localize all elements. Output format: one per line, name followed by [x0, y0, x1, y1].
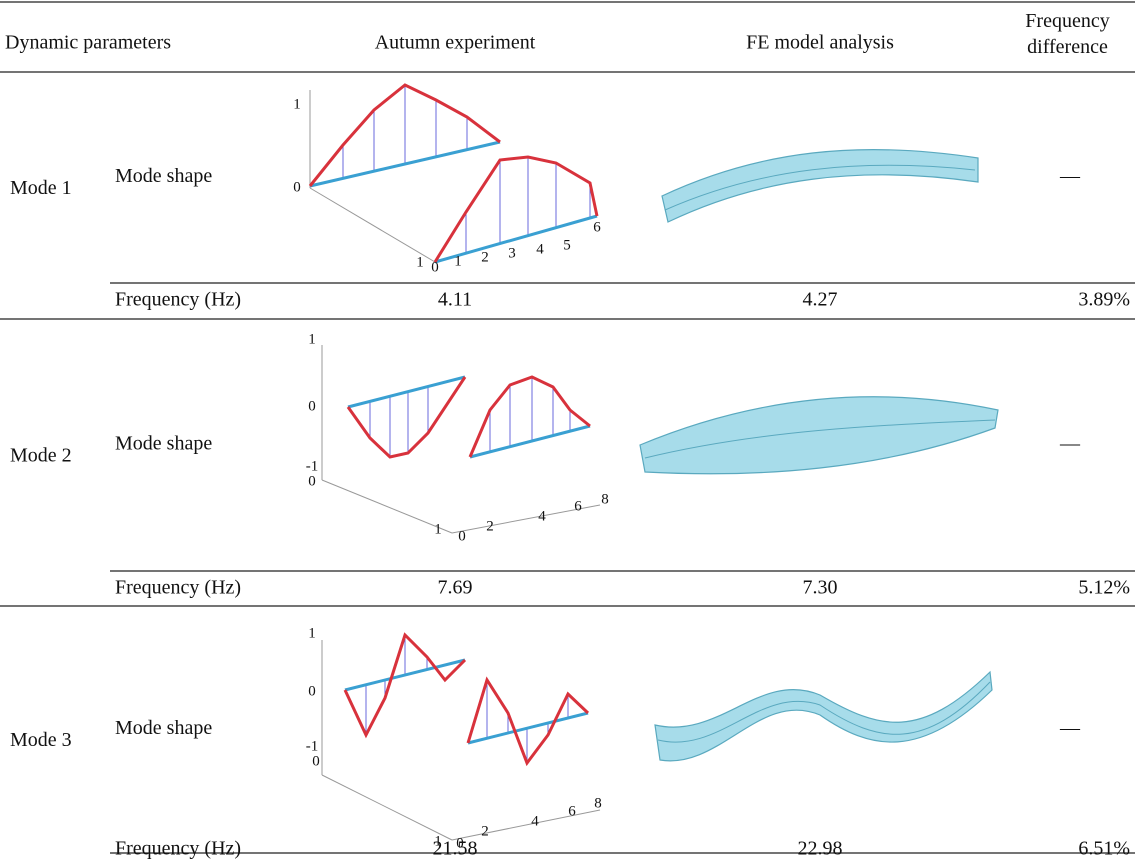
cell: 22.98 — [798, 838, 843, 860]
plot-tick-label: 1 — [454, 253, 462, 269]
plot-tick-label: 6 — [568, 803, 576, 819]
column-header: FE model analysis — [746, 32, 894, 54]
plot-tick-label: 4 — [536, 241, 544, 257]
plot-tick-label: 0 — [431, 259, 439, 275]
plot-tick-label: 1 — [293, 96, 301, 112]
plot-tick-label: 0 — [308, 398, 316, 414]
mode-shape-plot — [322, 345, 600, 533]
plot-tick-label: -1 — [306, 458, 319, 474]
cell: 6.51% — [1078, 838, 1130, 860]
plot-tick-label: 2 — [481, 249, 489, 265]
plot-tick-label: 1 — [308, 625, 316, 641]
plot-tick-label: 3 — [508, 245, 516, 261]
plot-tick-label: 6 — [593, 219, 601, 235]
cell: 7.69 — [438, 577, 473, 599]
row-label: Frequency (Hz) — [115, 838, 241, 860]
mode-label: Mode 1 — [10, 177, 72, 199]
plot-tick-label: 6 — [574, 498, 582, 514]
column-header: Dynamic parameters — [5, 32, 171, 54]
cell: — — [1059, 165, 1081, 187]
cell: 4.27 — [803, 289, 838, 311]
plot-tick-label: 0 — [312, 753, 320, 769]
fe-model-image — [640, 397, 998, 474]
mode-label: Mode 3 — [10, 729, 72, 751]
page: Dynamic parameters Autumn experiment FE … — [0, 0, 1135, 866]
mode-shape-plot — [310, 85, 597, 262]
row-label: Mode shape — [115, 433, 212, 455]
column-header-wrap: Frequency difference — [1000, 8, 1135, 70]
plot-tick-label: 2 — [486, 518, 494, 534]
plot-tick-label: 0 — [308, 683, 316, 699]
mode-label: Mode 2 — [10, 445, 72, 467]
plot-tick-label: 8 — [594, 795, 602, 811]
row-label: Mode shape — [115, 717, 212, 739]
plot-tick-label: 0 — [458, 528, 466, 544]
plot-tick-label: 0 — [456, 835, 464, 851]
column-header: Autumn experiment — [375, 32, 536, 54]
cell: — — [1059, 433, 1081, 455]
row-label: Frequency (Hz) — [115, 577, 241, 599]
plot-tick-label: 0 — [308, 473, 316, 489]
plot-tick-label: -1 — [306, 738, 319, 754]
plot-tick-label: 1 — [434, 833, 442, 849]
column-header: Frequency difference — [1000, 8, 1135, 60]
row-label: Mode shape — [115, 165, 212, 187]
plot-tick-label: 4 — [538, 508, 546, 524]
cell: — — [1059, 717, 1081, 739]
mode-shape-plot — [322, 635, 600, 840]
plot-tick-label: 2 — [481, 823, 489, 839]
cell: 7.30 — [803, 577, 838, 599]
plot-tick-label: 1 — [416, 254, 424, 270]
cell: 3.89% — [1078, 289, 1130, 311]
plot-tick-label: 5 — [563, 237, 571, 253]
fe-model-image — [662, 150, 978, 222]
row-label: Frequency (Hz) — [115, 289, 241, 311]
fe-model-image — [655, 672, 992, 761]
plot-tick-label: 0 — [293, 179, 301, 195]
plot-tick-label: 1 — [434, 521, 442, 537]
plot-tick-label: 1 — [308, 331, 316, 347]
plot-tick-label: 8 — [601, 491, 609, 507]
cell: 4.11 — [438, 289, 472, 311]
cell: 5.12% — [1078, 577, 1130, 599]
plot-tick-label: 4 — [531, 813, 539, 829]
